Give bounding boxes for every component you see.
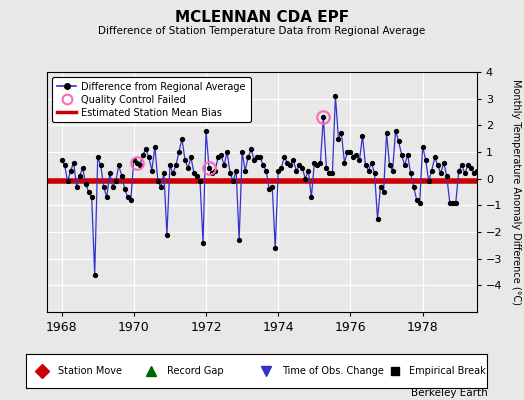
Text: Berkeley Earth: Berkeley Earth xyxy=(411,388,487,398)
Text: Record Gap: Record Gap xyxy=(167,366,223,376)
Text: Station Move: Station Move xyxy=(59,366,123,376)
Legend: Difference from Regional Average, Quality Control Failed, Estimated Station Mean: Difference from Regional Average, Qualit… xyxy=(52,77,250,122)
Text: Time of Obs. Change: Time of Obs. Change xyxy=(282,366,384,376)
Text: MCLENNAN CDA EPF: MCLENNAN CDA EPF xyxy=(175,10,349,25)
Text: Empirical Break: Empirical Break xyxy=(409,366,486,376)
Y-axis label: Monthly Temperature Anomaly Difference (°C): Monthly Temperature Anomaly Difference (… xyxy=(511,79,521,305)
Text: Difference of Station Temperature Data from Regional Average: Difference of Station Temperature Data f… xyxy=(99,26,425,36)
